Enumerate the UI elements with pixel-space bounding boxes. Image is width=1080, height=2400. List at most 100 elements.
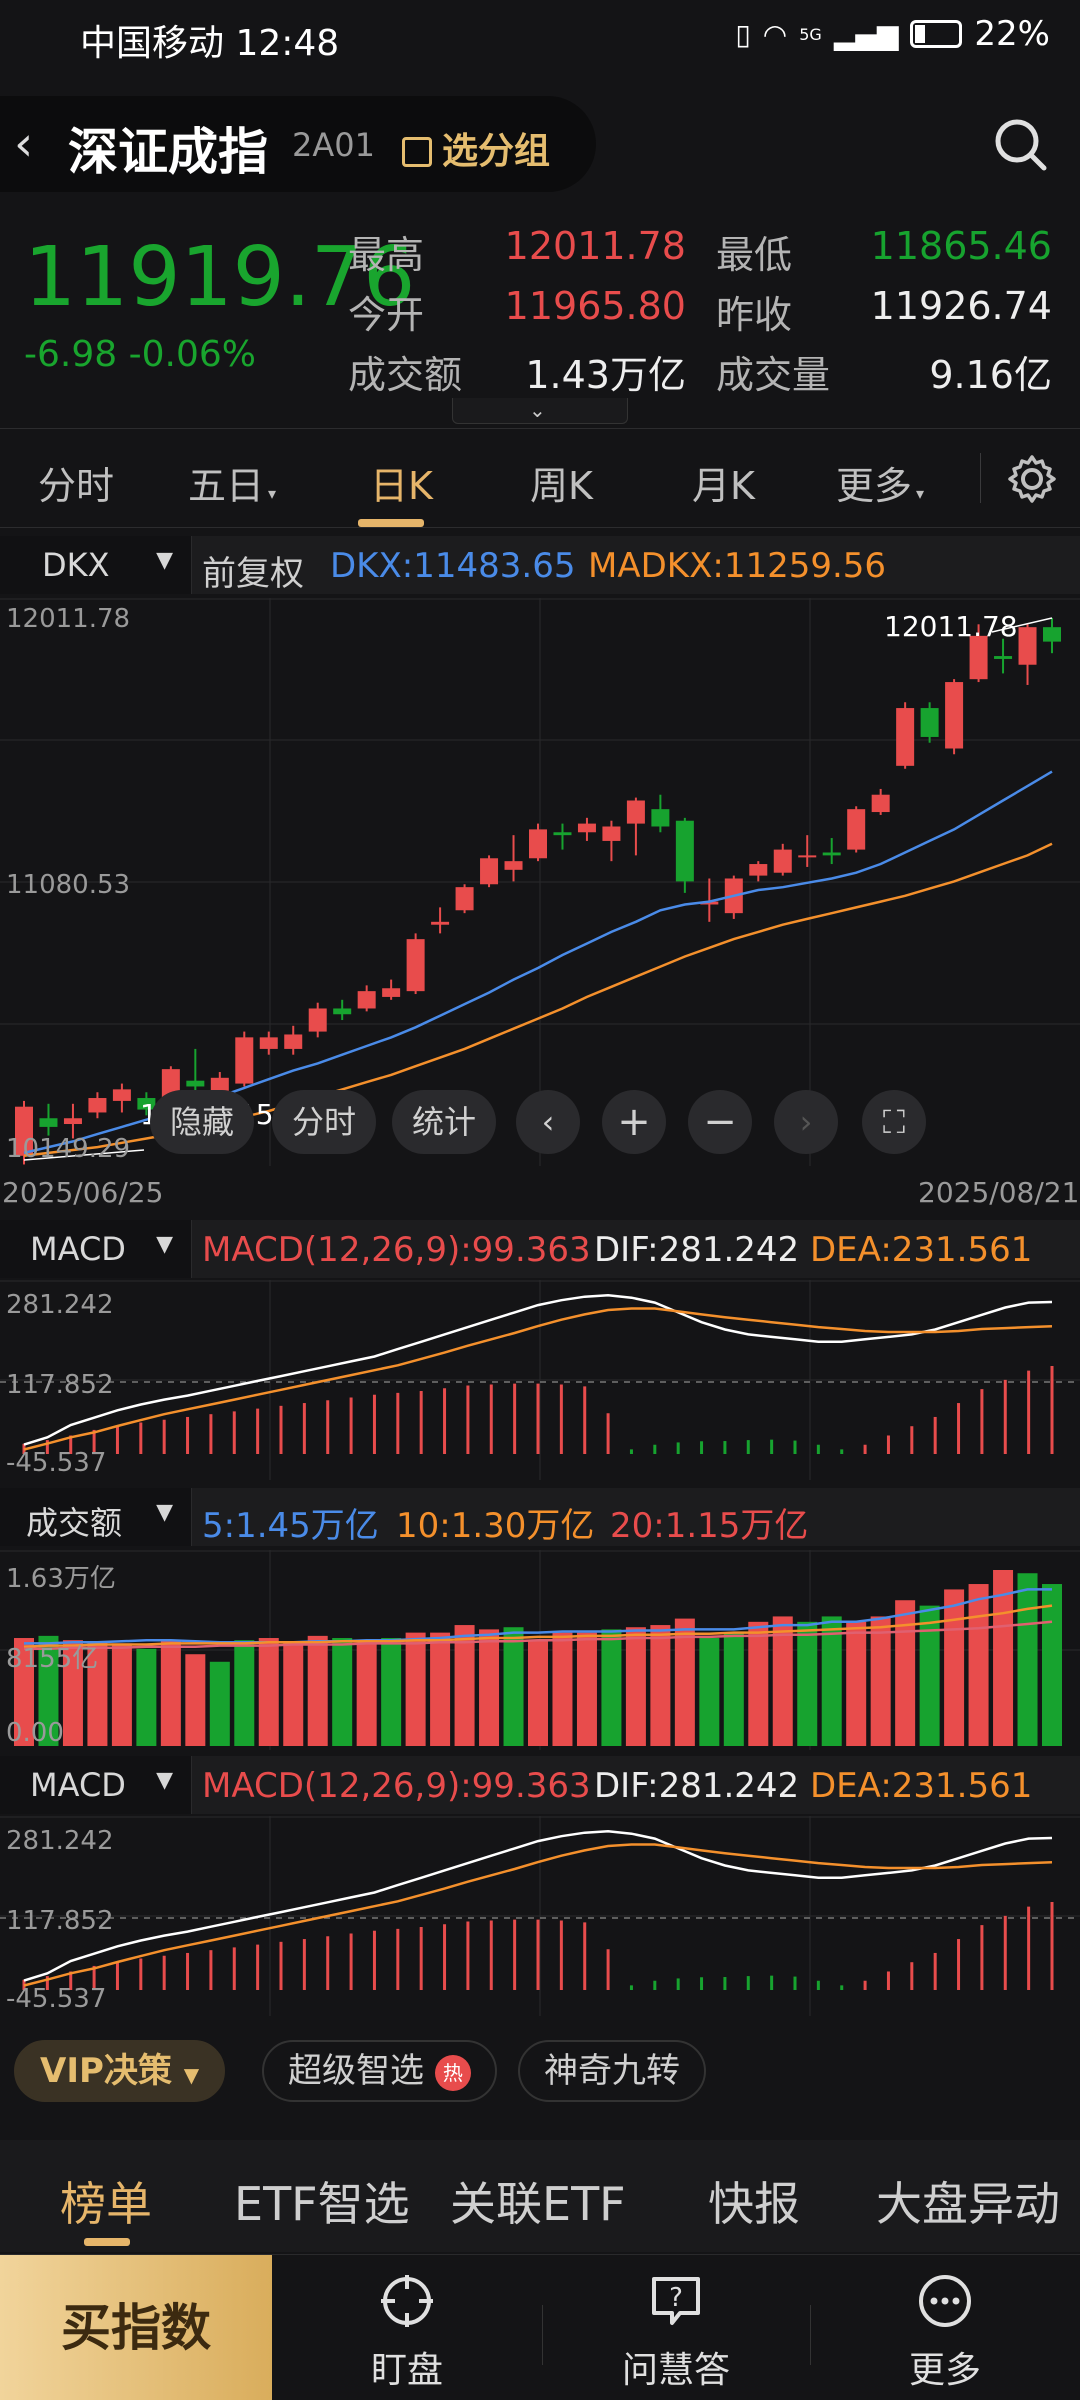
hot-badge: 热 [434,2055,471,2091]
tab-more[interactable]: 更多 ▾ [836,464,925,508]
kline-chart[interactable] [0,598,1080,1166]
fullscreen-icon[interactable]: ⛶ [862,1090,926,1154]
chevron-left-icon[interactable]: ‹ [14,116,34,172]
candle-up [480,858,499,885]
candle-up [871,794,890,813]
volume-bar-up [968,1584,989,1746]
stats-button[interactable]: 统计 [392,1090,496,1154]
prev-close-value: 11926.74 [870,284,1052,328]
volume-bar-down [699,1638,720,1746]
open-value: 11965.80 [504,284,686,328]
zoom-in-icon[interactable]: + [602,1090,666,1154]
buy-index-button[interactable]: 买指数 [0,2255,272,2400]
volume-y-mid: 8155亿 [6,1644,99,1674]
candle-up [112,1089,131,1101]
candle-down [186,1080,205,1087]
volume-bar-down [332,1638,353,1746]
candle-up [308,1008,327,1032]
candle-down [675,820,694,882]
candle-up [15,1106,33,1156]
macd1-chart[interactable] [0,1280,1080,1480]
scroll-right-icon[interactable]: › [774,1090,838,1154]
smart-select-chip[interactable]: 超级智选 热 [262,2040,497,2102]
tab-intraday[interactable]: 分时 [38,464,115,508]
volume-bar-up [454,1625,475,1746]
volume-bar-up [552,1632,573,1746]
volume-bar-down [503,1627,524,1746]
tab-related-etf[interactable]: 关联ETF [450,2177,626,2231]
volume-ma5-line [24,1588,1052,1645]
candle-down [822,852,841,856]
candle-up [896,708,915,766]
volume-select[interactable]: 成交额 ▼ [0,1488,192,1546]
macd1-y-mid: 117.852 [6,1370,114,1400]
volume-bar-up [307,1635,328,1746]
candle-down [333,1008,352,1015]
volume-bar-down [601,1629,622,1746]
tab-weekly-k[interactable]: 周K [530,464,593,508]
expand-quote-button[interactable]: ⌄ [452,398,628,424]
volume-bar-down [1017,1573,1038,1746]
quote-panel: 11919.76 -6.98 -0.06% 最高 12011.78 最低 118… [0,210,1080,420]
macd2-select[interactable]: MACD ▼ [0,1756,192,1814]
scroll-left-icon[interactable]: ‹ [516,1090,580,1154]
volume-chart[interactable] [0,1550,1080,1750]
macd2-chart[interactable] [0,1816,1080,2016]
vip-decision-chip[interactable]: VIP决策 ▼ [14,2040,226,2102]
kline-header: DKX ▼ 前复权 DKX:11483.65 MADKX:11259.56 [0,536,1080,594]
indicator-select[interactable]: DKX ▼ [0,536,192,594]
candle-up [406,939,425,992]
index-name: 深证成指 [68,123,268,181]
volume-bar-up [944,1589,965,1746]
more-label: 更多 [908,2350,981,2391]
low-value: 11865.46 [870,224,1052,268]
tab-flash[interactable]: 快报 [708,2177,800,2231]
prev-close-label: 昨收 [716,293,793,337]
volume-y-top: 1.63万亿 [6,1564,116,1594]
caret-down-icon: ▼ [156,1768,173,1793]
intraday-button[interactable]: 分时 [272,1090,376,1154]
search-icon[interactable] [986,110,1056,180]
min-marker-pointer [23,1149,145,1161]
macd1-y-top: 281.242 [6,1290,114,1320]
tab-daily-k[interactable]: 日K [370,464,433,508]
tab-etf-select[interactable]: ETF智选 [234,2177,410,2231]
macd1-select[interactable]: MACD ▼ [0,1220,192,1278]
volume-ma10-line [23,1604,1053,1648]
date-end: 2025/08/21 [918,1176,1080,1209]
select-group-button[interactable]: 选分组 [402,122,550,174]
candle-up [773,849,792,873]
watch-button[interactable]: 盯盘 [272,2255,542,2400]
magic-nine-chip[interactable]: 神奇九转 [518,2040,706,2102]
title-bar: ‹ 深证成指 2A01 选分组 [0,96,596,192]
vibrate-icon: ▯ [735,17,751,51]
volume-bar-up [772,1616,793,1746]
volume-ma10: 10:1.30万亿 [396,1506,595,1546]
hide-button[interactable]: 隐藏 [150,1090,254,1154]
macd2-y-mid: 117.852 [6,1906,114,1936]
feature-chips: VIP决策 ▼ 超级智选 热 神奇九转 [0,2026,1080,2136]
zoom-out-icon[interactable]: − [688,1090,752,1154]
chevron-down-icon: ⌄ [529,398,546,422]
tab-ranking[interactable]: 榜单 [60,2177,152,2231]
macd2-dea: DEA:231.561 [810,1766,1033,1806]
ask-button[interactable]: ? 问慧答 [542,2255,810,2400]
tab-monthly-k[interactable]: 月K [692,464,755,508]
tab-market-alert[interactable]: 大盘异动 [876,2177,1060,2231]
price-change: -6.98 -0.06% [24,334,256,375]
nav-divider [810,2305,811,2365]
volume-bar-up [870,1616,891,1746]
candle-up [63,1118,82,1125]
tab-five-day[interactable]: 五日 ▾ [188,464,277,508]
gear-icon[interactable] [1006,453,1058,505]
candle-up [88,1098,107,1113]
more-button[interactable]: 更多 [810,2255,1080,2400]
madkx-value: MADKX:11259.56 [588,546,887,586]
max-marker-pointer [991,617,1053,633]
volume-bar-up [430,1632,451,1746]
adjust-label[interactable]: 前复权 [202,554,304,594]
candle-up [847,809,866,850]
caret-down-icon: ▼ [156,1500,173,1525]
kline-y-bottom: 10149.29 [6,1134,131,1164]
volume-bar-up [846,1621,867,1746]
